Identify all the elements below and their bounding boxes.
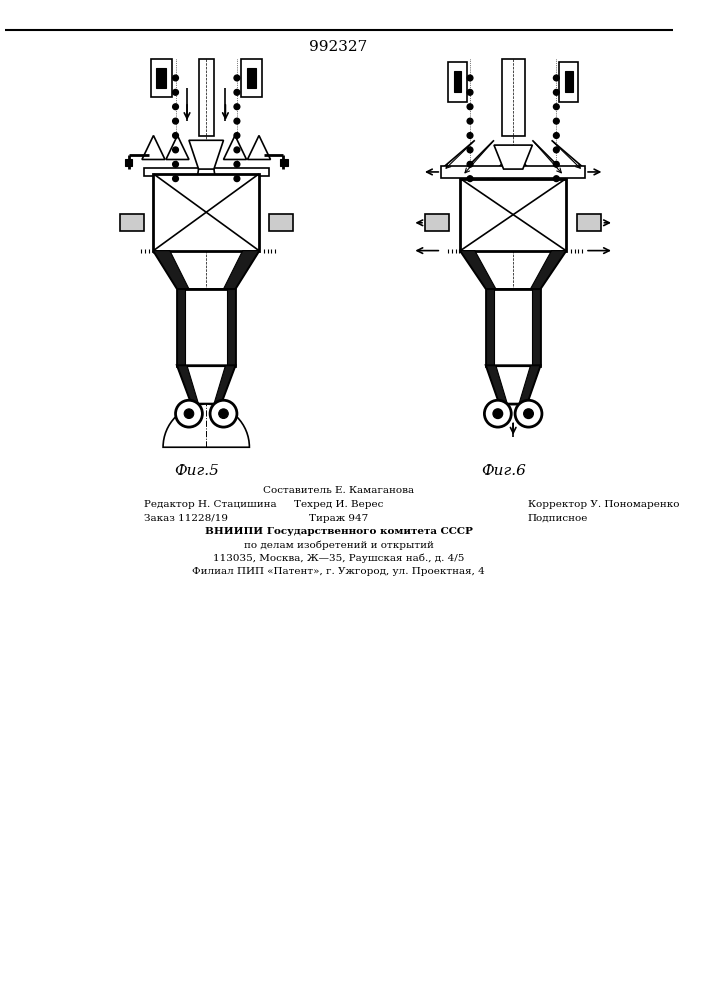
Bar [532, 289, 540, 366]
Circle shape [515, 400, 542, 427]
Polygon shape [177, 366, 235, 404]
Text: Техред И. Верес: Техред И. Верес [294, 500, 383, 509]
Wedge shape [163, 404, 250, 447]
Bar [177, 289, 235, 366]
Circle shape [234, 147, 240, 153]
Polygon shape [494, 145, 532, 169]
Circle shape [234, 161, 240, 167]
Circle shape [554, 104, 559, 110]
Circle shape [554, 161, 559, 167]
Bar [441, 166, 585, 178]
Circle shape [554, 89, 559, 95]
Bar [177, 289, 185, 366]
Polygon shape [166, 136, 189, 159]
Circle shape [218, 409, 228, 418]
Circle shape [467, 75, 473, 81]
Circle shape [184, 409, 194, 418]
Text: Редактор Н. Стацишина: Редактор Н. Стацишина [144, 500, 276, 509]
Circle shape [173, 75, 178, 81]
Circle shape [173, 118, 178, 124]
Bar [228, 289, 235, 366]
Circle shape [554, 133, 559, 138]
Polygon shape [486, 366, 540, 404]
Circle shape [467, 89, 473, 95]
Circle shape [173, 176, 178, 182]
Bar [241, 59, 262, 97]
Polygon shape [530, 251, 566, 289]
Circle shape [234, 176, 240, 182]
Polygon shape [153, 251, 189, 289]
Polygon shape [486, 366, 508, 404]
Circle shape [554, 176, 559, 182]
Circle shape [524, 409, 533, 418]
Bar [151, 59, 172, 97]
Circle shape [234, 133, 240, 138]
Bar [425, 214, 449, 231]
Circle shape [493, 409, 503, 418]
Circle shape [234, 89, 240, 95]
Polygon shape [214, 366, 235, 404]
Circle shape [467, 118, 473, 124]
Circle shape [173, 104, 178, 110]
Text: Тираж 947: Тираж 947 [309, 514, 368, 523]
Polygon shape [460, 251, 496, 289]
Text: Фиг.6: Фиг.6 [481, 464, 526, 478]
Bar [578, 214, 602, 231]
Polygon shape [519, 366, 540, 404]
Bar [559, 62, 578, 102]
Polygon shape [177, 366, 199, 404]
Bar [199, 59, 214, 136]
Polygon shape [223, 136, 247, 159]
Text: Заказ 11228/19: Заказ 11228/19 [144, 514, 228, 523]
Text: 113035, Москва, Ж—35, Раушская наб., д. 4/5: 113035, Москва, Ж—35, Раушская наб., д. … [213, 554, 464, 563]
Bar [565, 71, 573, 92]
Text: 992327: 992327 [310, 40, 368, 54]
Circle shape [554, 147, 559, 153]
Circle shape [467, 176, 473, 182]
Polygon shape [189, 140, 223, 169]
Polygon shape [223, 251, 259, 289]
Circle shape [173, 133, 178, 138]
Circle shape [467, 133, 473, 138]
Text: Фиг.5: Фиг.5 [174, 464, 219, 478]
Bar [120, 214, 144, 231]
Bar [448, 62, 467, 102]
Bar [460, 179, 566, 251]
Circle shape [175, 400, 202, 427]
Bar [153, 174, 259, 251]
Circle shape [173, 147, 178, 153]
Circle shape [467, 147, 473, 153]
Bar [486, 289, 540, 366]
Text: Филиал ПИП «Патент», г. Ужгород, ул. Проектная, 4: Филиал ПИП «Патент», г. Ужгород, ул. Про… [192, 567, 485, 576]
Bar [486, 289, 494, 366]
Circle shape [467, 161, 473, 167]
Bar [247, 68, 256, 88]
Text: по делам изобретений и открытий: по делам изобретений и открытий [244, 540, 433, 550]
Circle shape [234, 75, 240, 81]
Bar [144, 168, 269, 176]
Circle shape [467, 104, 473, 110]
Polygon shape [142, 136, 165, 159]
Circle shape [554, 75, 559, 81]
Bar [454, 71, 462, 92]
Text: ВНИИПИ Государственного комитета СССР: ВНИИПИ Государственного комитета СССР [204, 527, 472, 536]
Circle shape [484, 400, 511, 427]
Circle shape [234, 118, 240, 124]
Bar [280, 159, 288, 166]
Bar [502, 59, 525, 136]
Text: Подписное: Подписное [527, 514, 588, 523]
Circle shape [234, 104, 240, 110]
Bar [269, 214, 293, 231]
Circle shape [173, 161, 178, 167]
Circle shape [554, 118, 559, 124]
Text: Корректор У. Пономаренко: Корректор У. Пономаренко [527, 500, 679, 509]
Bar [156, 68, 166, 88]
Circle shape [210, 400, 237, 427]
Bar [124, 159, 132, 166]
Circle shape [173, 89, 178, 95]
Polygon shape [247, 136, 271, 159]
Text: Составитель Е. Камаганова: Составитель Е. Камаганова [263, 486, 414, 495]
